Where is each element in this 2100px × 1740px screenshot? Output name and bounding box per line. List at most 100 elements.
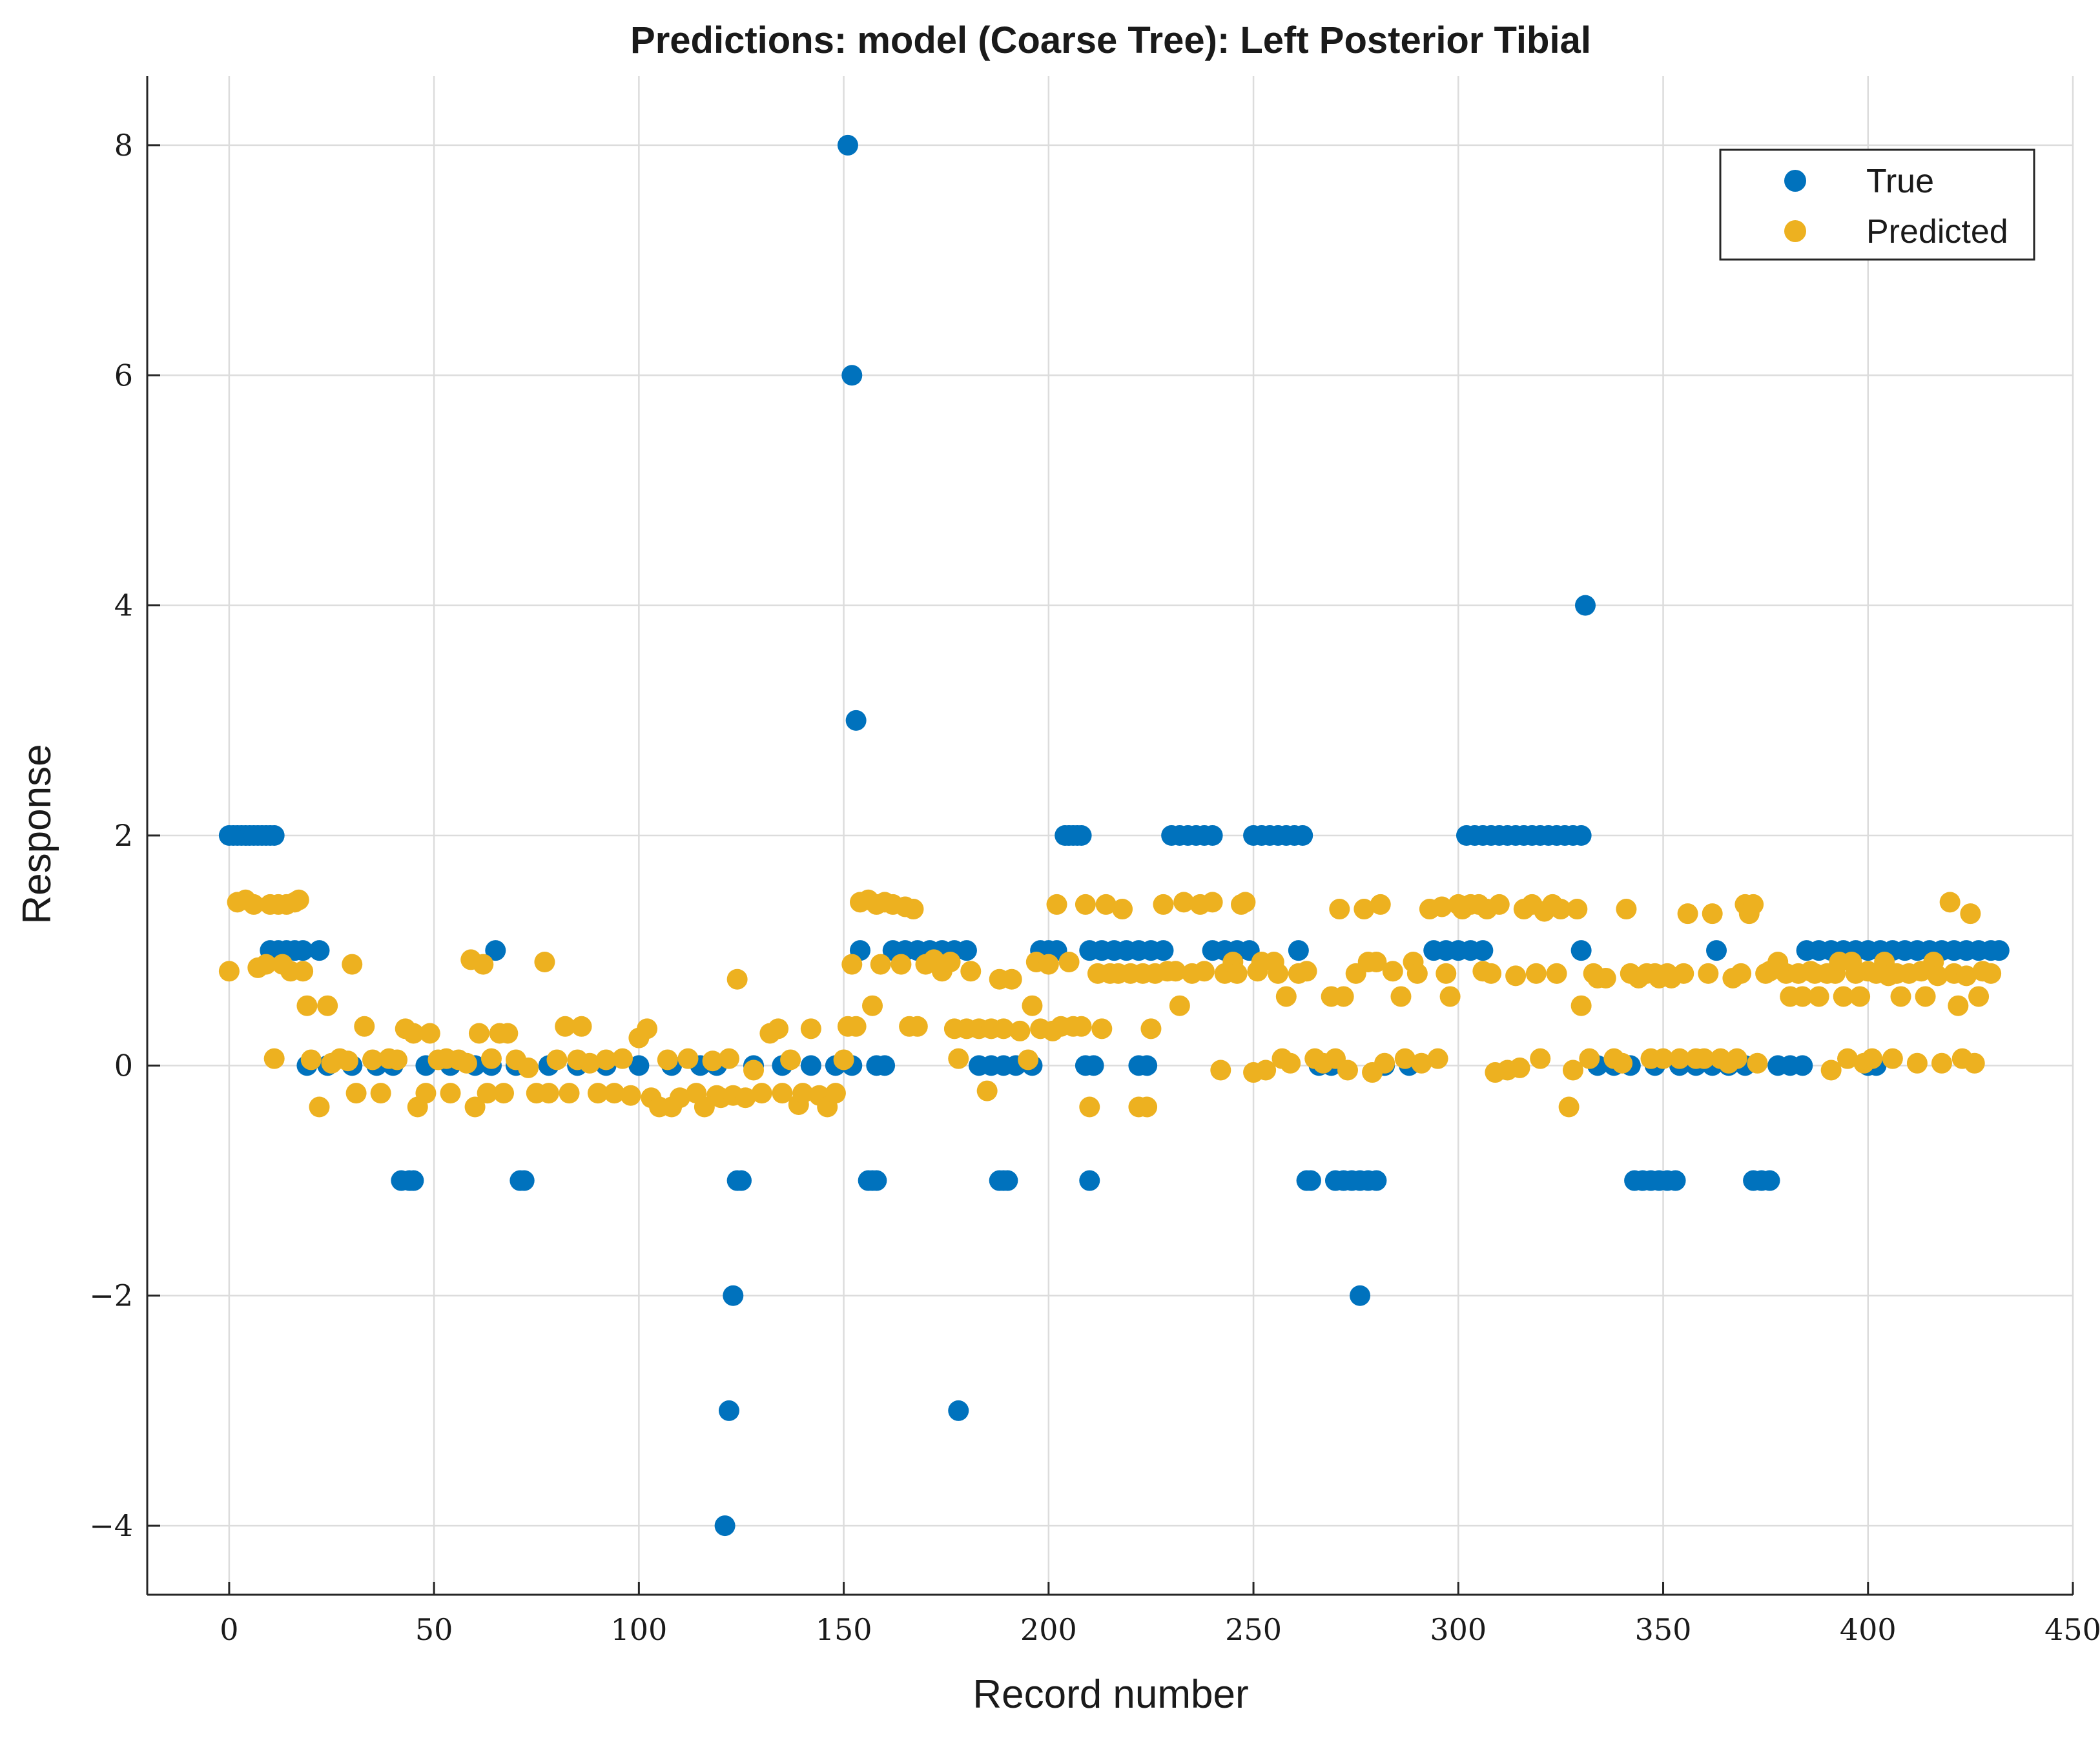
- legend-true-marker: [1784, 170, 1806, 192]
- predicted-point: [255, 954, 276, 975]
- predicted-point: [1137, 1096, 1158, 1118]
- predicted-point: [1112, 899, 1133, 920]
- predicted-point: [300, 1049, 322, 1070]
- predicted-point: [497, 1023, 519, 1044]
- true-point: [948, 1400, 969, 1421]
- predicted-point: [1595, 967, 1616, 988]
- true-point: [1071, 825, 1092, 846]
- legend: True Predicted: [1719, 148, 2035, 261]
- predicted-point: [456, 1052, 477, 1074]
- predicted-point: [940, 952, 961, 972]
- predicted-point: [948, 1048, 969, 1069]
- predicted-point: [862, 995, 883, 1016]
- true-point: [1079, 1170, 1100, 1191]
- true-point: [403, 1170, 424, 1191]
- predicted-point: [1849, 986, 1871, 1007]
- predicted-point: [1329, 899, 1350, 920]
- predicted-point: [1280, 1052, 1301, 1074]
- predicted-point: [1837, 1048, 1858, 1069]
- true-point: [1202, 825, 1223, 846]
- predicted-point: [669, 1087, 690, 1109]
- predicted-point: [960, 961, 982, 982]
- predicted-point: [1612, 1052, 1633, 1074]
- predicted-point: [1193, 961, 1215, 982]
- predicted-point: [1394, 1048, 1415, 1069]
- predicted-point: [976, 1080, 998, 1101]
- predicted-point: [1022, 995, 1043, 1016]
- predicted-point: [477, 1083, 498, 1104]
- predicted-point: [1726, 1048, 1747, 1069]
- predicted-point: [1333, 986, 1354, 1007]
- true-point: [956, 940, 977, 961]
- x-tick-label: 250: [1225, 1612, 1282, 1647]
- predicted-point: [677, 1048, 699, 1069]
- x-tick-label: 0: [220, 1612, 238, 1647]
- predicted-point: [1915, 986, 1936, 1007]
- predicted-point: [1374, 1052, 1395, 1074]
- predicted-point: [559, 1083, 580, 1104]
- predicted-point: [1939, 892, 1961, 913]
- predicted-point: [1075, 894, 1096, 915]
- y-tick-labels: −4 −2 0 2 4 6 8: [89, 128, 133, 1543]
- predicted-point: [612, 1048, 633, 1069]
- predicted-point: [1296, 961, 1317, 982]
- predicted-point: [1808, 986, 1829, 1007]
- predicted-point: [1862, 1048, 1883, 1069]
- predicted-point: [1366, 952, 1387, 972]
- predicted-point: [1558, 1096, 1580, 1118]
- true-point: [309, 940, 330, 961]
- predicted-point: [1698, 963, 1719, 984]
- true-point: [723, 1285, 744, 1306]
- predicted-point: [362, 1049, 383, 1070]
- predicted-point: [620, 1085, 641, 1106]
- true-point: [1366, 1170, 1387, 1191]
- predicted-point: [1411, 1052, 1432, 1074]
- predicted-point: [1431, 896, 1452, 917]
- predicted-point: [263, 1048, 285, 1069]
- predicted-point: [890, 954, 912, 975]
- predicted-point: [1820, 1059, 1842, 1081]
- predicted-point: [1210, 1059, 1231, 1081]
- legend-predicted-label: Predicted: [1866, 213, 2008, 251]
- predicted-point: [1960, 903, 1981, 925]
- predicted-point: [1058, 952, 1080, 972]
- predicted-point: [637, 1018, 658, 1039]
- predicted-point: [370, 1083, 391, 1104]
- predicted-point: [1406, 963, 1428, 984]
- predicted-point: [1981, 963, 2002, 984]
- axes: [146, 76, 2074, 1596]
- true-point: [1137, 1055, 1158, 1076]
- predicted-point: [1009, 1020, 1031, 1041]
- predicted-point: [1673, 963, 1694, 984]
- predicted-point: [800, 1018, 821, 1039]
- predicted-point: [907, 1016, 928, 1037]
- x-tick-label: 200: [1020, 1612, 1077, 1647]
- predicted-point: [555, 1016, 576, 1037]
- true-point: [263, 825, 285, 846]
- true-point: [1665, 1170, 1686, 1191]
- predicted-point: [480, 1048, 502, 1069]
- predicted-point: [1525, 963, 1547, 984]
- predicted-point: [1677, 903, 1698, 925]
- x-tick-label: 150: [816, 1612, 872, 1647]
- predicted-point: [735, 1087, 756, 1109]
- predicted-point: [538, 1083, 559, 1104]
- predicted-point: [337, 1050, 358, 1072]
- predicted-point: [243, 894, 264, 915]
- predicted-point: [1669, 1048, 1690, 1069]
- true-point: [1706, 940, 1727, 961]
- predicted-point: [493, 1083, 514, 1104]
- predicted-point: [1964, 1052, 1985, 1074]
- x-tick-label: 100: [610, 1612, 667, 1647]
- predicted-point: [1616, 899, 1637, 920]
- true-point: [874, 1055, 896, 1076]
- predicted-point: [825, 1083, 846, 1104]
- legend-box: [1719, 148, 2035, 261]
- predicted-point: [309, 1096, 330, 1118]
- predicted-point: [1427, 1048, 1448, 1069]
- predicted-point: [1931, 1052, 1952, 1074]
- predicted-point: [1018, 1049, 1039, 1070]
- predicted-point: [903, 899, 924, 920]
- predicted-point: [604, 1083, 625, 1104]
- x-axis-label: Record number: [973, 1672, 1248, 1717]
